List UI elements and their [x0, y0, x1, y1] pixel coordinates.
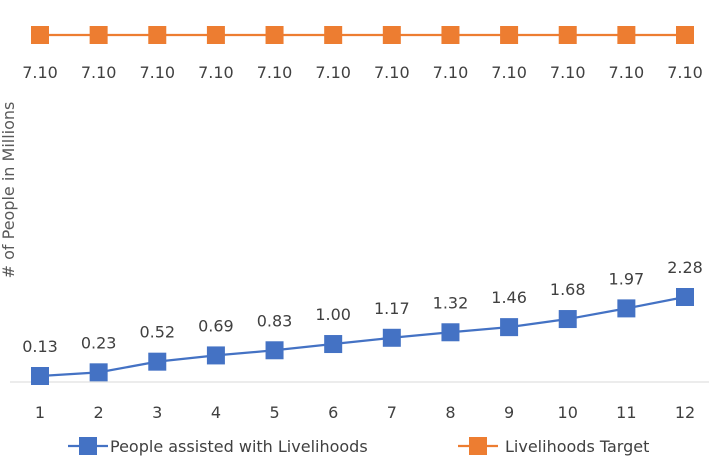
data-label: 7.10 [81, 63, 117, 82]
legend-item-1: People assisted with Livelihoods [68, 437, 368, 456]
data-point [324, 335, 343, 354]
data-label: 7.10 [667, 63, 703, 82]
data-label: 0.69 [198, 316, 234, 335]
legend-label: People assisted with Livelihoods [110, 437, 368, 456]
data-label: 1.32 [433, 293, 469, 312]
data-point [324, 26, 343, 44]
data-label: 7.10 [139, 63, 175, 82]
data-point [441, 323, 460, 342]
data-label: 7.10 [550, 63, 586, 82]
data-point [676, 26, 694, 44]
data-point [558, 26, 577, 44]
data-label: 0.83 [257, 311, 293, 330]
data-point [500, 318, 519, 337]
data-point [617, 26, 636, 44]
data-point [148, 352, 167, 371]
data-label: 1.97 [609, 269, 645, 288]
data-point [31, 367, 49, 385]
legend: People assisted with Livelihoods Liveliho… [68, 437, 649, 456]
series-1: 0.13 0.23 0.52 0.69 0.83 1.00 1.17 1.32 1.46 1.68… [22, 258, 703, 385]
data-point [206, 346, 225, 365]
data-label: 1.00 [315, 305, 351, 324]
data-label: 7.10 [433, 63, 469, 82]
x-tick-label: 12 [675, 403, 695, 422]
series-layer: 0.13 0.23 0.52 0.69 0.83 1.00 1.17 1.32 1.46 1.68… [22, 26, 703, 385]
x-tick-labels: 1 2 3 4 5 6 7 8 9 10 11 12 [35, 403, 695, 422]
data-label: 7.10 [491, 63, 527, 82]
x-tick-label: 6 [328, 403, 338, 422]
x-tick-label: 4 [211, 403, 221, 422]
x-tick-label: 10 [558, 403, 578, 422]
data-label: 7.10 [609, 63, 645, 82]
data-point [31, 26, 49, 44]
data-label: 0.23 [81, 333, 117, 352]
x-tick-label: 9 [504, 403, 514, 422]
data-point [558, 310, 577, 329]
data-point [441, 26, 460, 44]
data-point [617, 299, 636, 318]
data-point [89, 26, 108, 44]
legend-marker [79, 437, 97, 455]
data-point [500, 26, 519, 44]
data-label: 7.10 [374, 63, 410, 82]
x-tick-label: 5 [269, 403, 279, 422]
x-tick-label: 1 [35, 403, 45, 422]
legend-label: Livelihoods Target [505, 437, 649, 456]
data-point [89, 363, 108, 382]
data-label: 7.10 [257, 63, 293, 82]
y-axis-label: # of People in Millions [0, 102, 18, 279]
x-tick-label: 11 [616, 403, 636, 422]
data-label: 7.10 [315, 63, 351, 82]
data-label: 0.13 [22, 337, 58, 356]
x-tick-label: 2 [94, 403, 104, 422]
data-point [265, 26, 284, 44]
data-point [382, 26, 401, 44]
data-point [148, 26, 167, 44]
data-label: 7.10 [198, 63, 234, 82]
data-label: 1.46 [491, 288, 527, 307]
data-label: 2.28 [667, 258, 703, 277]
x-tick-label: 8 [445, 403, 455, 422]
data-label: 7.10 [22, 63, 58, 82]
data-point [676, 288, 694, 306]
data-point [265, 341, 284, 360]
legend-marker [469, 437, 487, 455]
x-tick-label: 7 [387, 403, 397, 422]
series-line-1 [39, 295, 686, 378]
data-label: 0.52 [139, 323, 175, 342]
legend-item-2: Livelihoods Target [458, 437, 649, 456]
data-point [382, 328, 401, 347]
data-label: 1.17 [374, 299, 410, 318]
data-label: 1.68 [550, 280, 586, 299]
x-tick-label: 3 [152, 403, 162, 422]
series-2: 7.10 7.10 7.10 7.10 7.10 7.10 7.10 7.10 7.10 7.10… [22, 26, 703, 82]
data-point [206, 26, 225, 44]
